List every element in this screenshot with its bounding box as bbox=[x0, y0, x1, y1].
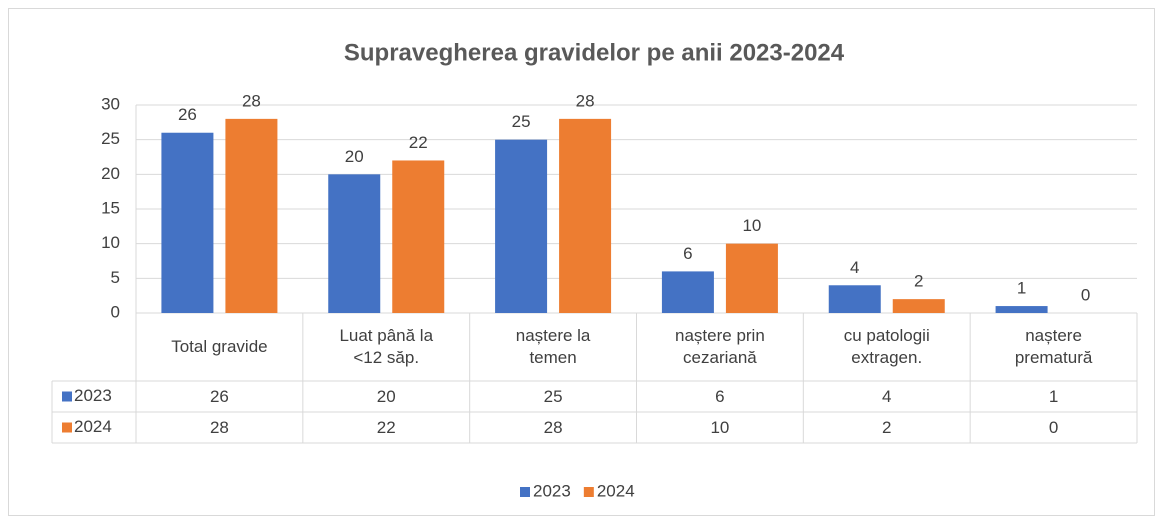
table-value: 28 bbox=[209, 417, 229, 437]
legend-label: 2024 bbox=[597, 481, 635, 500]
x-tick-label: naștere la temen bbox=[515, 326, 591, 367]
table-value: 6 bbox=[715, 386, 725, 406]
bar bbox=[661, 271, 714, 313]
bar bbox=[495, 139, 548, 313]
table-value: 20 bbox=[376, 386, 396, 406]
data-label: 28 bbox=[242, 91, 261, 110]
legend-key bbox=[62, 391, 72, 402]
y-tick-label: 10 bbox=[101, 233, 120, 252]
data-label: 20 bbox=[345, 147, 364, 166]
table-value: 4 bbox=[882, 386, 892, 406]
legend-key bbox=[62, 422, 72, 433]
legend-key bbox=[583, 487, 594, 497]
data-label: 1 bbox=[1017, 279, 1026, 298]
data-label: 28 bbox=[576, 91, 595, 110]
bar bbox=[828, 285, 881, 313]
table-value: 0 bbox=[1048, 417, 1059, 437]
x-tick-label: Luat până la <12 săp. bbox=[339, 326, 434, 367]
table-value: 10 bbox=[710, 417, 730, 437]
table-row-label: 2024 bbox=[74, 417, 112, 436]
y-tick-label: 0 bbox=[111, 302, 120, 321]
bar bbox=[392, 160, 445, 313]
legend-label: 2023 bbox=[533, 481, 571, 500]
bar bbox=[725, 243, 778, 313]
table-value: 28 bbox=[543, 417, 563, 437]
y-tick-label: 5 bbox=[111, 268, 120, 287]
x-tick-label: naștere prematură bbox=[1014, 326, 1093, 367]
bar bbox=[225, 118, 278, 313]
data-label: 2 bbox=[914, 272, 923, 291]
data-label: 26 bbox=[178, 105, 197, 124]
table-value: 25 bbox=[543, 386, 563, 406]
legend-key bbox=[520, 487, 530, 497]
bar bbox=[559, 118, 612, 313]
x-tick-label: Total gravide bbox=[171, 337, 268, 356]
bar bbox=[892, 299, 945, 313]
data-label: 4 bbox=[850, 258, 859, 277]
y-tick-label: 30 bbox=[101, 94, 120, 113]
y-tick-label: 20 bbox=[101, 164, 120, 183]
bar bbox=[995, 306, 1048, 313]
data-label: 22 bbox=[409, 133, 428, 152]
data-label: 10 bbox=[742, 216, 761, 235]
x-tick-label: cu patologii extragen. bbox=[843, 326, 930, 367]
chart-title: Supravegherea gravidelor pe anii 2023-20… bbox=[344, 39, 845, 66]
bar bbox=[161, 132, 214, 313]
y-tick-label: 25 bbox=[101, 129, 120, 148]
data-label: 6 bbox=[683, 244, 692, 263]
table-value: 26 bbox=[209, 386, 229, 406]
table-row-label: 2023 bbox=[74, 386, 112, 405]
x-tick-label: naștere prin cezariană bbox=[675, 326, 765, 367]
data-label: 25 bbox=[512, 112, 531, 131]
y-tick-label: 15 bbox=[101, 198, 120, 217]
table-value: 2 bbox=[882, 417, 892, 437]
bar bbox=[328, 174, 381, 313]
data-label: 0 bbox=[1081, 285, 1090, 304]
table-value: 1 bbox=[1048, 386, 1059, 406]
table-value: 22 bbox=[376, 417, 396, 437]
